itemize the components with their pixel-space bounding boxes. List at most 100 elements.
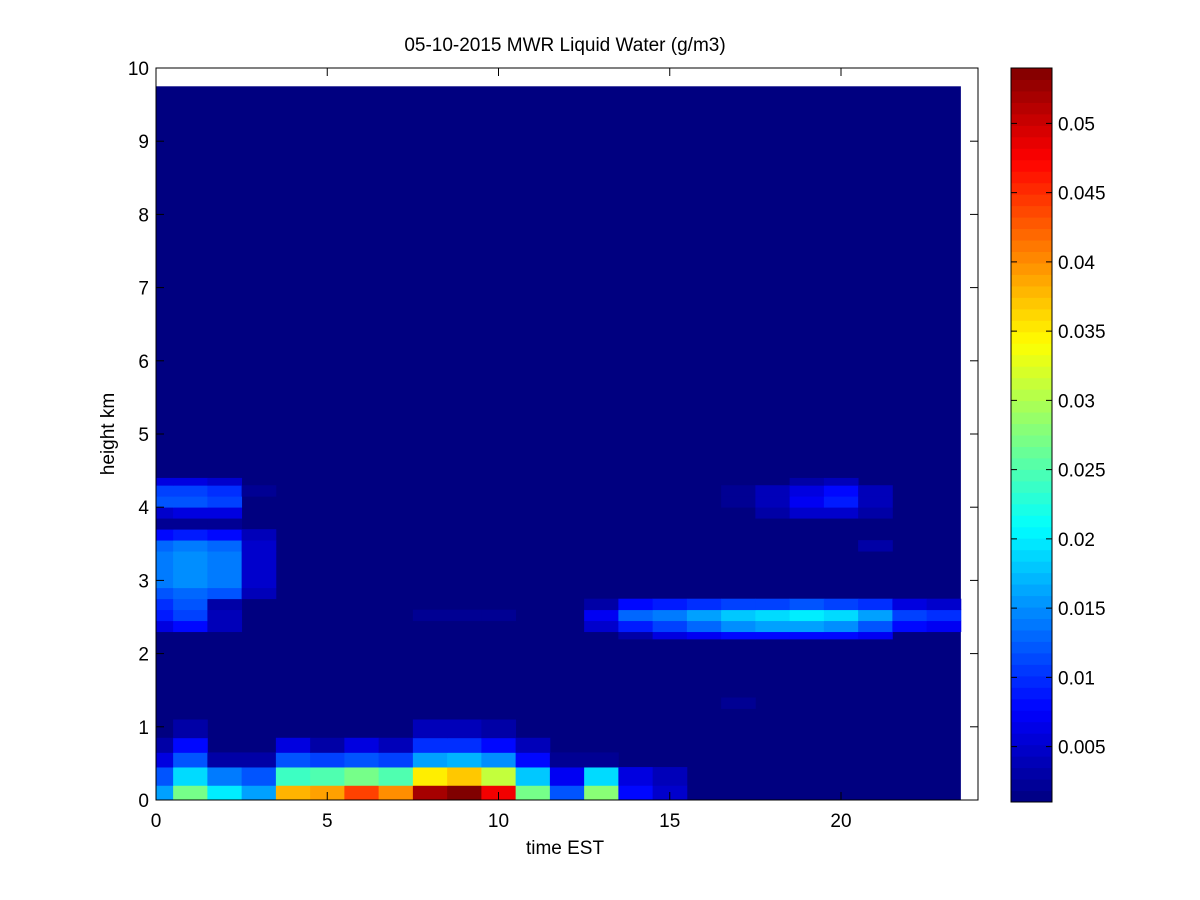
colorbar-segment xyxy=(1011,308,1052,321)
colorbar-tick-label: 0.01 xyxy=(1058,668,1095,689)
heatmap-cell xyxy=(789,631,825,640)
colorbar-segment xyxy=(1011,366,1052,379)
heatmap-cell xyxy=(755,598,791,611)
colorbar-ticks xyxy=(1011,122,1052,748)
heatmap-cell xyxy=(789,620,825,633)
heatmap-cell xyxy=(412,785,448,801)
heatmap-cell xyxy=(789,485,825,497)
colorbar-segment xyxy=(1011,549,1052,562)
colorbar-segment xyxy=(1011,320,1052,333)
heatmap-cell xyxy=(686,620,722,633)
heatmap-cell xyxy=(652,767,688,786)
heatmap-cell xyxy=(823,631,859,640)
heatmap-cell xyxy=(618,767,654,786)
x-tick-label: 0 xyxy=(151,811,162,832)
heatmap-cell xyxy=(207,620,243,633)
heatmap-cell xyxy=(207,529,243,541)
colorbar-segment xyxy=(1011,125,1052,138)
y-tick-label: 6 xyxy=(138,352,149,373)
colorbar-tick-label: 0.02 xyxy=(1058,530,1095,551)
colorbar-segment xyxy=(1011,733,1052,746)
y-tick-label: 1 xyxy=(138,718,149,739)
colorbar-segment xyxy=(1011,469,1052,482)
heatmap-cell xyxy=(241,767,277,786)
heatmap-cell xyxy=(584,598,619,611)
heatmap-cell xyxy=(481,609,517,622)
colorbar-tick-labels: 0.005 0.01 0.015 0.02 0.025 0.03 0.035 0.04 0.04… xyxy=(1058,114,1106,758)
heatmap-cell xyxy=(310,767,345,786)
colorbar xyxy=(1010,67,1053,803)
heatmap-cell xyxy=(310,737,345,753)
colorbar-segment xyxy=(1011,664,1052,677)
heatmap-cell xyxy=(823,598,859,611)
heatmap-cell xyxy=(823,485,859,497)
colorbar-tick-label: 0.04 xyxy=(1058,253,1095,274)
heatmap-cell xyxy=(858,598,893,611)
colorbar-segment xyxy=(1011,171,1052,184)
heatmap-cell xyxy=(789,609,825,622)
heatmap-cell xyxy=(584,620,619,633)
heatmap-cell xyxy=(515,767,551,786)
heatmap-cell xyxy=(858,485,893,497)
colorbar-tick-label: 0.015 xyxy=(1058,599,1106,620)
heatmap-cell xyxy=(584,752,619,768)
y-tick-label: 7 xyxy=(138,279,149,300)
heatmap-cell xyxy=(156,752,174,768)
heatmap-cell xyxy=(858,540,893,552)
colorbar-segment xyxy=(1011,492,1052,505)
heatmap-cell xyxy=(173,507,208,519)
heatmap-cell xyxy=(858,631,893,640)
heatmap-cell xyxy=(447,767,482,786)
heatmap-cell xyxy=(515,737,551,753)
heatmap-cell xyxy=(156,598,174,611)
heatmap-cell xyxy=(173,620,208,633)
heatmap-cell xyxy=(241,752,277,768)
heatmap-cell xyxy=(156,609,174,622)
x-tick-label: 15 xyxy=(659,811,680,832)
colorbar-segment xyxy=(1011,136,1052,149)
colorbar-frame xyxy=(1010,67,1053,803)
heatmap-cell xyxy=(207,507,243,519)
heatmap-cell xyxy=(207,752,243,768)
heatmap-cell xyxy=(412,767,448,786)
x-tick-label: 5 xyxy=(322,811,333,832)
colorbar-segment xyxy=(1011,90,1052,103)
heatmap-cell xyxy=(618,785,654,801)
colorbar-tick-label: 0.03 xyxy=(1058,391,1095,412)
x-tick-labels: 0 5 10 15 20 xyxy=(151,811,852,832)
heatmap-cell xyxy=(173,518,208,530)
heatmap-cell xyxy=(378,752,414,768)
colorbar-segment xyxy=(1011,262,1052,275)
heatmap-cell xyxy=(584,609,619,622)
colorbar-segment xyxy=(1011,274,1052,287)
colorbar-segment xyxy=(1011,400,1052,413)
heatmap-cell xyxy=(789,598,825,611)
colorbar-segment xyxy=(1011,377,1052,390)
colorbar-gradient xyxy=(1011,68,1052,803)
heatmap-cell xyxy=(173,719,208,739)
heatmap-cell xyxy=(618,631,654,640)
heatmap-cell xyxy=(241,529,277,541)
colorbar-segment xyxy=(1011,389,1052,402)
colorbar-segment xyxy=(1011,503,1052,516)
heatmap-cell xyxy=(584,767,619,786)
heatmap-cell xyxy=(823,496,859,508)
y-tick-label: 8 xyxy=(138,205,149,226)
colorbar-segment xyxy=(1011,526,1052,539)
colorbar-segment xyxy=(1011,641,1052,654)
heatmap-cell xyxy=(156,551,174,589)
heatmap-cell xyxy=(584,785,619,801)
colorbar-segment xyxy=(1011,354,1052,367)
heatmap-cell xyxy=(378,737,414,753)
heatmap-cell xyxy=(173,785,208,801)
heatmap-cell xyxy=(378,767,414,786)
heatmap-cell xyxy=(823,609,859,622)
heatmap-cell xyxy=(207,587,243,600)
heatmap-cell xyxy=(926,598,962,611)
heatmap-cell xyxy=(721,697,756,709)
y-tick-label: 5 xyxy=(138,425,149,446)
heatmap-cell xyxy=(207,518,243,530)
heatmap-cell xyxy=(447,785,482,801)
heatmap-cell xyxy=(173,529,208,541)
